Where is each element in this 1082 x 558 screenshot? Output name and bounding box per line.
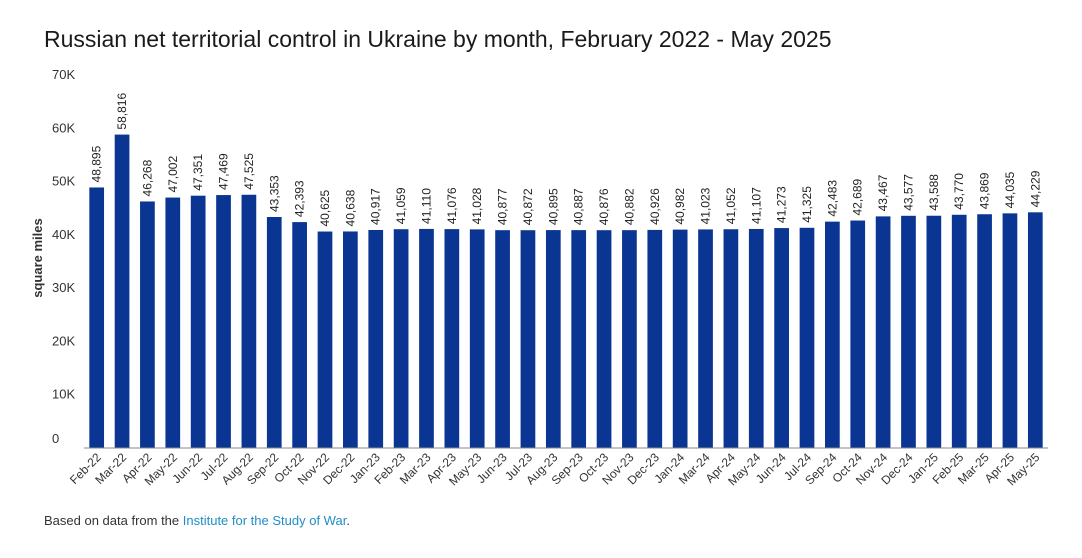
value-label: 40,876 [597,188,611,225]
y-tick-label: 40K [52,227,75,242]
y-tick-label: 70K [52,67,75,82]
value-label: 43,869 [978,172,992,209]
value-label: 41,023 [699,187,713,224]
value-label: 40,872 [521,188,535,225]
bar [571,230,587,448]
value-label: 43,353 [267,175,281,212]
y-axis-label: square miles [30,218,45,298]
bar [469,229,485,448]
bar [444,229,460,448]
bar [545,230,561,448]
bar [495,230,510,448]
value-label: 43,770 [952,173,966,210]
value-label: 42,483 [825,180,839,217]
value-label: 41,325 [800,186,814,223]
x-axis: Feb-22Mar-22Apr-22May-22Jun-22Jul-22Aug-… [67,450,1043,488]
bar [368,229,384,448]
value-label: 47,525 [242,153,256,190]
value-label: 44,229 [1028,170,1042,207]
y-tick-label: 30K [52,280,75,295]
bar [1027,212,1043,448]
bar [596,230,612,448]
bar [165,197,181,448]
bar [850,220,866,448]
source-suffix: . [346,513,350,528]
bar [343,231,358,448]
value-label: 41,028 [470,187,484,224]
bar [825,221,840,448]
value-label: 41,059 [394,187,408,224]
bar [799,227,815,448]
y-tick-label: 20K [52,333,75,348]
value-label: 40,926 [648,188,662,225]
value-label: 58,816 [115,93,129,130]
bar [748,228,764,448]
value-label: 40,887 [572,188,586,225]
y-tick-label: 60K [52,120,75,135]
bar [317,231,333,448]
y-tick-label: 50K [52,174,75,189]
bar [647,229,663,448]
value-label: 43,588 [927,174,941,211]
value-label: 47,351 [191,154,205,191]
bar [698,229,713,448]
value-label: 40,877 [496,188,510,225]
bar [977,214,992,448]
bar [774,228,789,448]
value-label: 48,895 [90,145,104,182]
source-text: Based on data from the [44,513,183,528]
value-label: 41,107 [749,187,763,224]
value-label: 41,110 [419,188,433,224]
value-label: 47,469 [217,153,231,190]
bar [901,215,916,448]
value-label: 40,917 [369,188,383,225]
bars [89,134,1043,448]
value-label: 40,638 [343,189,357,226]
value-label: 43,467 [876,174,890,211]
bar [926,215,942,448]
value-labels: 48,895 58,816 46,268 47,002 47,351 47,469 47,5… [90,93,1043,227]
bar [723,229,739,448]
y-axis: 0 10K 20K 30K 40K 50K 60K 70K [52,67,75,446]
value-label: 40,625 [318,190,332,227]
bar [241,194,257,448]
source-link[interactable]: Institute for the Study of War [182,513,347,528]
bar [89,187,105,448]
bar [419,228,434,448]
bar [1002,213,1018,448]
value-label: 40,882 [622,188,636,225]
chart-title: Russian net territorial control in Ukrai… [44,26,832,52]
bar [951,214,967,448]
bar [393,229,409,448]
bar [292,222,307,448]
value-label: 44,035 [1003,171,1017,208]
value-label: 42,689 [851,179,865,216]
bar [622,230,637,448]
value-label: 41,052 [724,187,738,224]
value-label: 46,268 [140,159,154,196]
value-label: 42,393 [293,180,307,217]
value-label: 40,982 [673,188,687,225]
value-label: 41,273 [775,186,789,223]
value-label: 47,002 [166,156,180,193]
source-note: Based on data from the Institute for the… [44,513,350,528]
y-tick-label: 0 [52,431,59,446]
bar [190,195,206,448]
value-label: 40,895 [546,188,560,225]
y-tick-label: 10K [52,387,75,402]
value-label: 43,577 [901,174,915,211]
bar [114,134,130,448]
bar [520,230,536,448]
bar [875,216,891,448]
bar [266,216,282,448]
bar [672,229,688,448]
bar [140,201,155,448]
value-label: 41,076 [445,187,459,224]
bar [216,195,231,448]
